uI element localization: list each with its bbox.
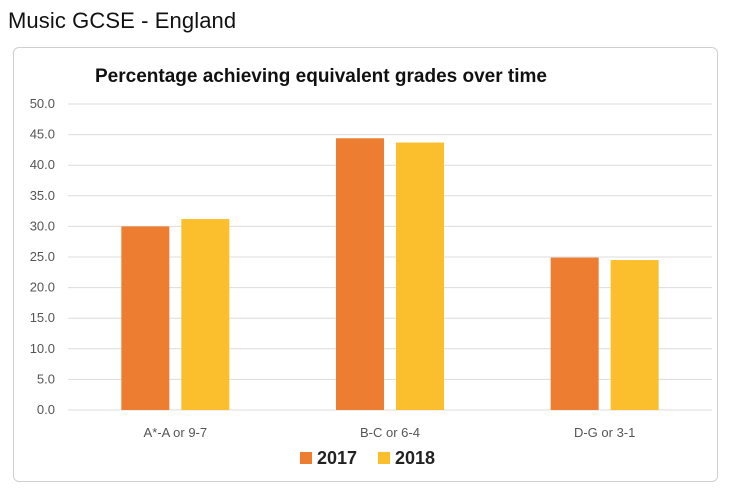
y-tick-label: 20.0 [30, 280, 55, 295]
legend: 2017 2018 [300, 448, 435, 468]
bar-2017-2 [336, 138, 384, 410]
y-tick-label: 50.0 [30, 96, 55, 111]
y-tick-label: 0.0 [37, 402, 55, 417]
y-tick-label: 25.0 [30, 249, 55, 264]
y-tick-label: 10.0 [30, 341, 55, 356]
legend-swatch-2017 [300, 452, 312, 464]
gridlines [68, 103, 712, 411]
y-tick-label: 45.0 [30, 127, 55, 142]
x-axis-ticks: A*-A or 9-7 B-C or 6-4 D-G or 3-1 [144, 425, 636, 440]
x-tick-label: B-C or 6-4 [360, 425, 420, 440]
chart-title: Percentage achieving equivalent grades o… [95, 66, 547, 87]
bar-2018-3 [610, 260, 659, 410]
bar-2018-1 [181, 219, 230, 410]
bar-2018-2 [396, 142, 444, 410]
legend-label: 2017 [317, 448, 357, 468]
y-tick-label: 35.0 [30, 188, 55, 203]
legend-label: 2018 [395, 448, 435, 468]
bars [121, 138, 659, 410]
page-heading: Music GCSE - England [8, 8, 237, 33]
y-tick-label: 15.0 [30, 310, 55, 325]
x-tick-label: D-G or 3-1 [574, 425, 635, 440]
bar-2017-3 [550, 257, 599, 410]
y-tick-label: 30.0 [30, 218, 55, 233]
x-tick-label: A*-A or 9-7 [144, 425, 208, 440]
bar-2017-1 [121, 226, 170, 410]
y-tick-label: 40.0 [30, 157, 55, 172]
y-axis-ticks: 0.0 5.0 10.0 15.0 20.0 25.0 30.0 35.0 40.0 45.0 50… [30, 96, 55, 417]
y-tick-label: 5.0 [37, 371, 55, 386]
legend-swatch-2018 [378, 452, 390, 464]
